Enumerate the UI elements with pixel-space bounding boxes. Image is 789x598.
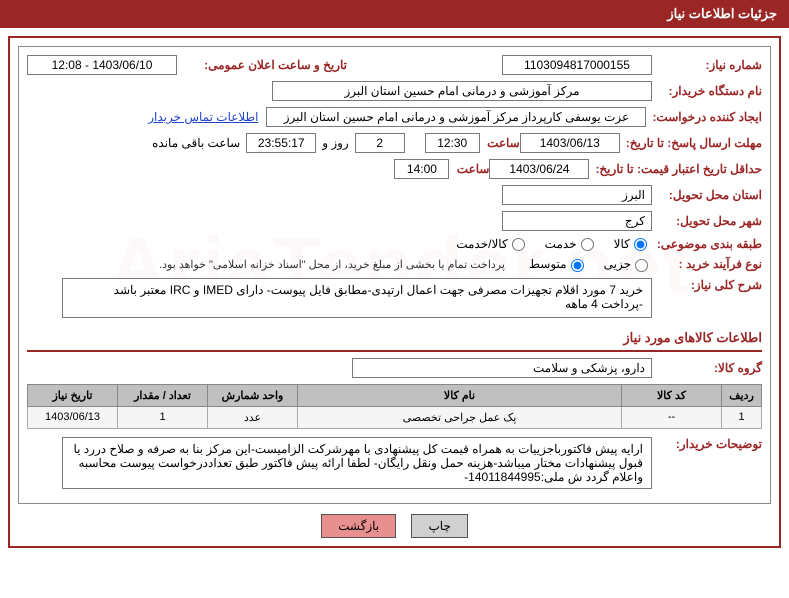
category-opt-service[interactable]: خدمت (545, 237, 594, 251)
city-value: کرج (502, 211, 652, 231)
back-button[interactable]: بازگشت (321, 514, 396, 538)
th-row: ردیف (722, 384, 762, 406)
category-opt-both[interactable]: کالا/خدمت (456, 237, 524, 251)
details-panel: شماره نیاز: 1103094817000155 تاریخ و ساع… (18, 46, 771, 504)
table-row: 1 -- پک عمل جراحی تخصصی عدد 1 1403/06/13 (28, 406, 762, 428)
deadline-label: مهلت ارسال پاسخ: تا تاریخ: (620, 136, 762, 150)
th-qty: تعداد / مقدار (118, 384, 208, 406)
category-row: طبقه بندی موضوعی: کالا خدمت کالا/خدمت (27, 237, 762, 251)
buyer-notes-value: ارایه پیش فاکتورباجزییات به همراه قیمت ک… (62, 437, 652, 489)
group-label: گروه کالا: (652, 361, 762, 375)
button-row: چاپ بازگشت (18, 514, 771, 538)
validity-time: 14:00 (394, 159, 449, 179)
items-table: ردیف کد کالا نام کالا واحد شمارش تعداد /… (27, 384, 762, 429)
th-unit: واحد شمارش (208, 384, 298, 406)
th-name: نام کالا (298, 384, 622, 406)
announce-value: 1403/06/10 - 12:08 (27, 55, 177, 75)
need-number-value: 1103094817000155 (502, 55, 652, 75)
th-date: تاریخ نیاز (28, 384, 118, 406)
desc-label: شرح کلی نیاز: (652, 278, 762, 292)
group-value: دارو، پزشکی و سلامت (352, 358, 652, 378)
process-row: نوع فرآیند خرید : جزیی متوسط پرداخت تمام… (27, 257, 762, 271)
page-title: جزئیات اطلاعات نیاز (667, 6, 777, 21)
th-code: کد کالا (622, 384, 722, 406)
process-opt-minor[interactable]: جزیی (604, 257, 648, 271)
validity-label: حداقل تاریخ اعتبار قیمت: تا تاریخ: (589, 162, 762, 176)
announce-label: تاریخ و ساعت اعلان عمومی: (177, 58, 347, 72)
province-value: البرز (502, 185, 652, 205)
process-note: پرداخت تمام یا بخشی از مبلغ خرید، از محل… (159, 258, 505, 271)
city-label: شهر محل تحویل: (652, 214, 762, 228)
buyer-notes-label: توضیحات خریدار: (652, 437, 762, 451)
category-opt-goods[interactable]: کالا (614, 237, 647, 251)
deadline-time: 12:30 (425, 133, 480, 153)
process-opt-medium[interactable]: متوسط (529, 257, 584, 271)
process-label: نوع فرآیند خرید : (652, 257, 762, 271)
requester-label: ایجاد کننده درخواست: (646, 110, 762, 124)
buyer-org-label: نام دستگاه خریدار: (652, 84, 762, 98)
deadline-days: 2 (355, 133, 405, 153)
deadline-time-label: ساعت (480, 136, 520, 150)
validity-date: 1403/06/24 (489, 159, 589, 179)
page-header: جزئیات اطلاعات نیاز (0, 0, 789, 28)
remaining-text: ساعت باقی مانده (152, 136, 240, 150)
contact-link[interactable]: اطلاعات تماس خریدار (148, 110, 258, 124)
days-text: روز و (322, 136, 349, 150)
category-label: طبقه بندی موضوعی: (651, 237, 762, 251)
desc-value: خرید 7 مورد اقلام تجهیزات مصرفی جهت اعما… (62, 278, 652, 318)
print-button[interactable]: چاپ (411, 514, 467, 538)
requester-value: عزت یوسفی کارپرداز مرکز آموزشی و درمانی … (266, 107, 646, 127)
need-number-label: شماره نیاز: (652, 58, 762, 72)
validity-time-label: ساعت (449, 162, 489, 176)
deadline-date: 1403/06/13 (520, 133, 620, 153)
main-frame: شماره نیاز: 1103094817000155 تاریخ و ساع… (8, 36, 781, 548)
items-section-title: اطلاعات کالاهای مورد نیاز (27, 326, 762, 352)
buyer-org-value: مرکز آموزشی و درمانی امام حسین استان الب… (272, 81, 652, 101)
province-label: استان محل تحویل: (652, 188, 762, 202)
deadline-remaining: 23:55:17 (246, 133, 316, 153)
